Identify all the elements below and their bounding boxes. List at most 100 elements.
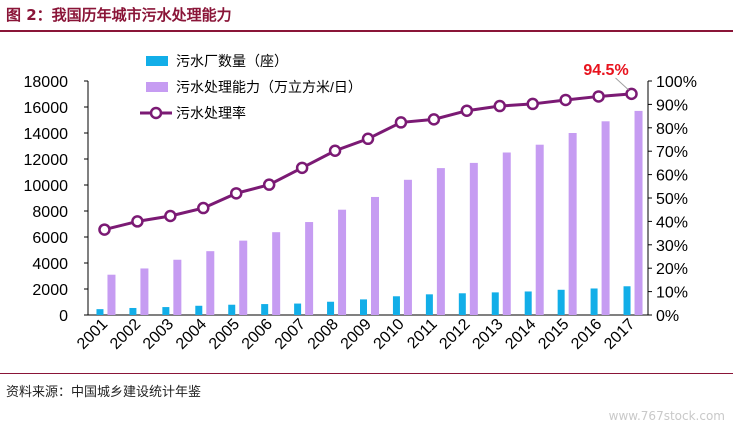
source-divider <box>0 373 733 374</box>
bar-capacity <box>107 274 116 315</box>
bar-plants <box>360 299 367 315</box>
rate-point <box>164 209 177 223</box>
bar-plants <box>392 296 400 315</box>
bar-plants <box>458 293 466 315</box>
y-left-tick-label: 8000 <box>32 204 68 221</box>
annotation: 94.5% <box>583 62 629 91</box>
x-tick-label: 2009 <box>338 316 375 353</box>
x-tick-label: 2013 <box>469 316 506 353</box>
x-tick-label: 2010 <box>371 316 408 353</box>
bar-plants <box>623 286 631 315</box>
watermark: www.767stock.com <box>608 409 725 423</box>
bar-capacity <box>371 196 379 315</box>
bar-plants <box>524 291 532 315</box>
y-right-tick-label: 0% <box>656 308 679 325</box>
bar-plants <box>129 307 137 315</box>
y-left-tick-label: 6000 <box>32 230 68 247</box>
x-tick-label: 2006 <box>239 316 276 353</box>
bar-capacity <box>436 168 445 315</box>
x-tick-label: 2017 <box>601 316 638 353</box>
bar-plants <box>162 307 170 315</box>
bar-plants <box>228 304 236 315</box>
rate-point <box>394 116 408 129</box>
bar-plants <box>491 292 499 315</box>
legend-label-capacity: 污水处理能力（万立方米/日） <box>176 79 362 95</box>
y-left-tick-label: 16000 <box>24 100 69 117</box>
x-tick-label: 2003 <box>140 316 177 353</box>
bar-capacity <box>338 209 347 315</box>
y-left-tick-label: 10000 <box>24 178 69 195</box>
bar-plants <box>261 304 269 315</box>
x-tick-label: 2005 <box>206 316 243 353</box>
y-left-tick-label: 4000 <box>32 256 68 273</box>
y-left-tick-label: 12000 <box>24 152 69 169</box>
y-right-tick-label: 100% <box>656 74 697 91</box>
y-left-tick-label: 2000 <box>32 282 68 299</box>
bar-capacity <box>403 179 412 315</box>
y-right-tick-label: 90% <box>656 97 688 114</box>
y-right-tick-label: 30% <box>656 238 688 255</box>
rate-point <box>625 87 638 101</box>
y-left-tick-label: 18000 <box>24 74 69 91</box>
bar-capacity <box>140 268 149 315</box>
rate-line-group <box>98 87 638 236</box>
rate-point <box>328 144 342 157</box>
rate-point <box>559 93 572 107</box>
y-right-tick-label: 50% <box>656 191 688 208</box>
y-right-tick-label: 40% <box>656 214 688 231</box>
x-tick-label: 2011 <box>404 316 440 352</box>
x-tick-label: 2015 <box>535 316 572 353</box>
x-tick-label: 2012 <box>436 316 473 353</box>
x-tick-label: 2016 <box>568 316 605 353</box>
legend-marker-rate <box>149 106 163 120</box>
legend-label-rate: 污水处理率 <box>176 105 246 121</box>
rate-point <box>361 132 375 146</box>
y-right-tick-label: 80% <box>656 121 688 138</box>
legend-swatch-capacity <box>146 82 168 92</box>
bar-plants <box>327 301 335 315</box>
bar-capacity <box>206 251 215 315</box>
y-left-tick-label: 0 <box>59 308 68 325</box>
annotation-label: 94.5% <box>583 62 628 79</box>
rate-point <box>493 99 507 113</box>
bar-plants <box>557 289 565 315</box>
bar-plants <box>425 294 433 315</box>
bars <box>96 110 643 316</box>
rate-point <box>592 90 605 103</box>
rate-point <box>427 113 441 126</box>
bar-capacity <box>634 110 643 316</box>
rate-point <box>229 187 243 200</box>
bar-plants <box>294 303 302 315</box>
y-left-tick-label: 14000 <box>24 126 69 143</box>
y-right-tick-label: 70% <box>656 144 688 161</box>
bar-capacity <box>601 121 610 315</box>
x-tick-label: 2008 <box>305 316 342 353</box>
y-right-tick-label: 60% <box>656 168 688 185</box>
rate-point <box>197 201 210 215</box>
y-right-tick-label: 20% <box>656 261 688 278</box>
rate-point <box>526 97 539 111</box>
rate-point <box>460 104 474 117</box>
legend: 污水厂数量（座） 污水处理能力（万立方米/日） 污水处理率 <box>140 53 362 121</box>
x-tick-label: 2001 <box>74 316 111 353</box>
bar-capacity <box>239 240 248 315</box>
x-tick-label: 2014 <box>502 316 539 353</box>
annotation-leader <box>615 77 629 91</box>
rate-point <box>262 178 276 191</box>
figure-title: 图 2：我国历年城市污水处理能力 <box>6 6 232 24</box>
source-note: 资料来源：中国城乡建设统计年鉴 <box>6 385 202 400</box>
x-tick-label: 2004 <box>173 316 210 353</box>
rate-point <box>131 215 144 228</box>
bar-capacity <box>568 133 577 315</box>
legend-label-plants: 污水厂数量（座） <box>176 53 288 69</box>
bar-capacity <box>502 152 511 315</box>
bar-capacity <box>535 144 544 315</box>
title-divider <box>0 30 733 32</box>
bar-capacity <box>469 162 478 315</box>
bar-plants <box>96 309 104 315</box>
y-right-tick-label: 10% <box>656 285 688 302</box>
bar-plants <box>195 305 203 315</box>
legend-swatch-plants <box>146 56 168 66</box>
bar-capacity <box>173 259 182 315</box>
